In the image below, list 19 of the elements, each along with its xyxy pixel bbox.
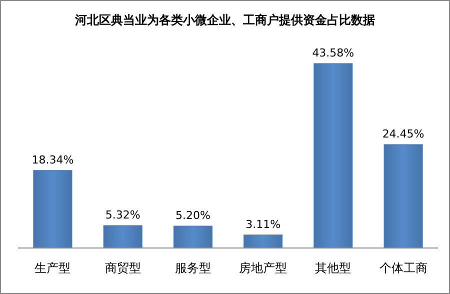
bar (314, 63, 353, 248)
x-tick-label: 其他型 (315, 261, 352, 275)
chart-title: 河北区典当业为各类小微企业、工商户提供资金占比数据 (74, 13, 375, 27)
data-label: 5.20% (175, 208, 210, 222)
data-label: 18.34% (32, 153, 74, 166)
bar (103, 225, 142, 248)
x-tick-label: 个体工商 (379, 261, 428, 275)
data-label: 5.32% (105, 208, 140, 222)
x-tick-label: 生产型 (34, 261, 71, 275)
bar (244, 234, 283, 248)
data-label: 3.11% (246, 218, 281, 231)
x-tick-label: 商贸型 (104, 261, 141, 275)
x-tick-label: 服务型 (174, 261, 211, 275)
bar (33, 170, 72, 248)
bar (173, 226, 212, 248)
data-label: 43.58% (312, 46, 354, 60)
x-tick-label: 房地产型 (239, 261, 288, 275)
data-label: 24.45% (382, 127, 424, 140)
bar (384, 144, 423, 248)
